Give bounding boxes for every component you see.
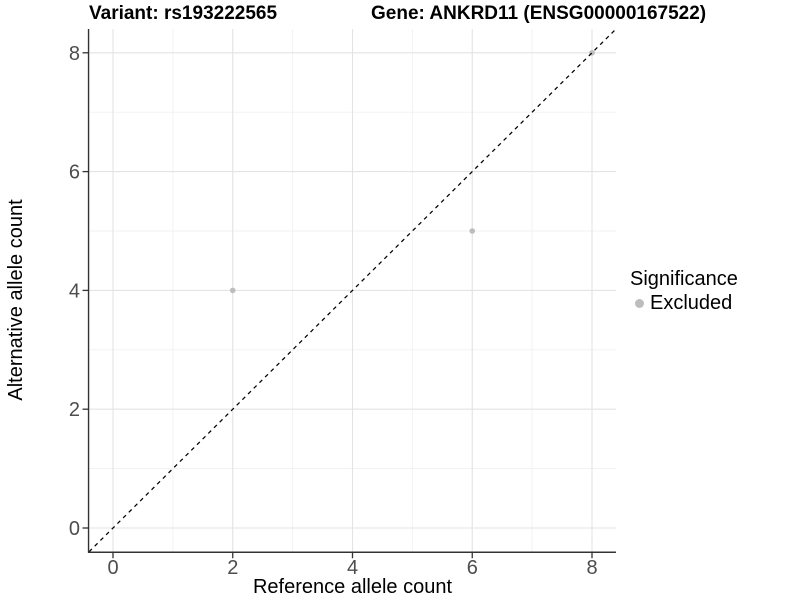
y-tick-label: 0 <box>69 518 80 540</box>
y-tick-label: 8 <box>69 43 80 65</box>
x-tick-label: 2 <box>227 557 238 579</box>
legend-item-excluded: Excluded <box>630 292 738 314</box>
data-point <box>469 228 476 234</box>
x-tick-label: 6 <box>467 557 478 579</box>
y-tick-label: 6 <box>69 162 80 184</box>
legend-title: Significance <box>630 268 738 290</box>
x-tick-label: 0 <box>107 557 118 579</box>
plot-title-variant: Variant: rs193222565 <box>89 3 278 24</box>
plot-title-gene: Gene: ANKRD11 (ENSG00000167522) <box>371 3 707 24</box>
y-tick-label: 4 <box>69 280 80 302</box>
legend: Significance Excluded <box>630 268 738 314</box>
x-axis-title: Reference allele count <box>253 576 452 598</box>
legend-dot-icon <box>635 298 644 308</box>
identity-line <box>88 28 617 553</box>
data-point <box>229 287 236 294</box>
y-tick-label: 2 <box>69 399 80 421</box>
y-axis-title: Alternative allele count <box>5 199 27 401</box>
legend-item-label: Excluded <box>650 292 733 314</box>
x-tick-label: 4 <box>347 557 358 579</box>
x-tick-label: 8 <box>586 557 597 579</box>
